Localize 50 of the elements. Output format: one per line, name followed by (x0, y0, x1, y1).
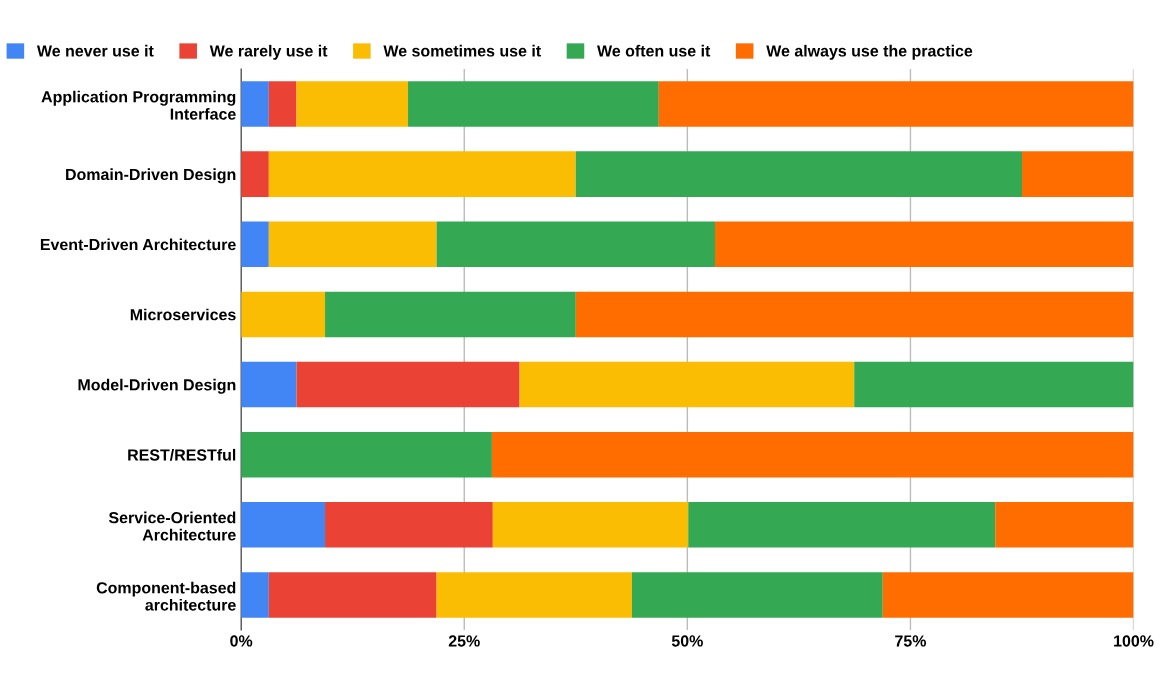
bar (492, 502, 689, 548)
bar (491, 431, 1134, 478)
bar (325, 291, 576, 338)
bar (241, 502, 326, 548)
bar (241, 221, 269, 268)
bar (436, 221, 716, 268)
legend-label: We sometimes use it (383, 44, 541, 57)
bar (519, 361, 855, 408)
bar (436, 572, 633, 618)
legend-label: We often use it (597, 44, 711, 57)
y-tick-label: Component-based architecture (96, 581, 236, 611)
bar (268, 572, 437, 618)
bar (408, 81, 659, 127)
x-tick-label: 50% (671, 635, 703, 647)
bar (854, 361, 1134, 408)
bar (241, 431, 492, 478)
bar (325, 502, 493, 548)
bar (241, 572, 269, 618)
bar (268, 81, 297, 127)
bar (268, 221, 437, 268)
bar (575, 151, 1022, 197)
bar (882, 572, 1134, 618)
legend-label: We always use the practice (766, 44, 973, 60)
y-tick-label: Microservices (130, 308, 236, 321)
bar (241, 151, 269, 197)
bar (296, 81, 409, 127)
x-tick-label: 0% (230, 635, 253, 647)
y-tick-label: Model-Driven Design (78, 378, 236, 394)
bar (241, 361, 297, 408)
bar (632, 572, 883, 618)
bar (241, 81, 269, 127)
x-tick-label: 100% (1114, 635, 1154, 647)
bar (715, 221, 1134, 268)
bar (268, 151, 576, 197)
x-tick-label: 75% (895, 635, 927, 647)
x-tick-label: 25% (448, 635, 480, 647)
bar (575, 291, 1134, 338)
y-tick-label: REST/RESTful (128, 448, 236, 461)
bar (688, 502, 996, 548)
bar (995, 502, 1134, 548)
bar (296, 361, 520, 408)
legend-label: We rarely use it (209, 44, 328, 60)
bar (658, 81, 1134, 127)
y-tick-label: Event-Driven Architecture (40, 238, 236, 251)
bar (1022, 151, 1134, 197)
y-tick-label: Application Programming Interface (41, 90, 236, 120)
y-tick-label: Domain-Driven Design (66, 168, 236, 184)
legend-label: We never use it (36, 44, 154, 57)
bar (241, 291, 326, 338)
y-tick-label: Service-Oriented Architecture (108, 511, 236, 541)
